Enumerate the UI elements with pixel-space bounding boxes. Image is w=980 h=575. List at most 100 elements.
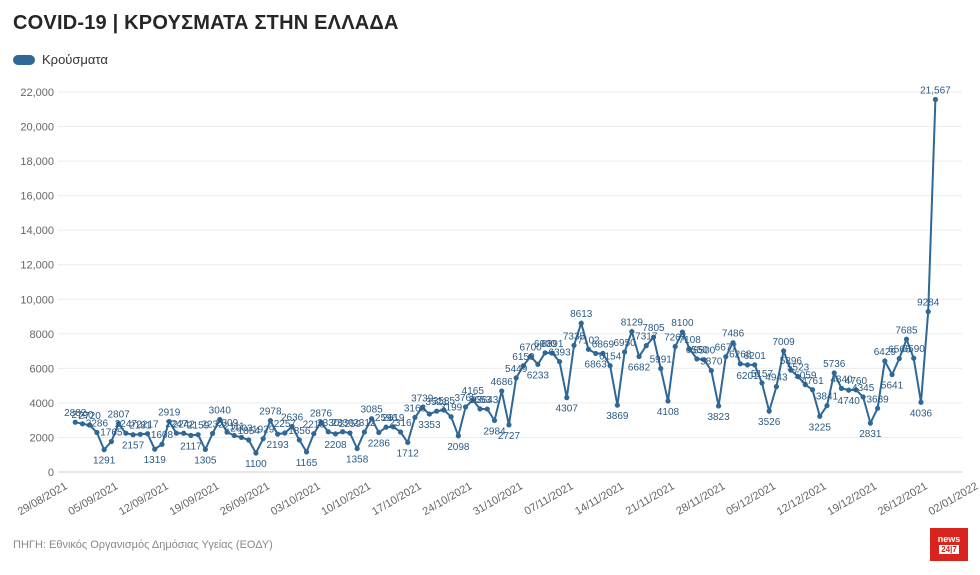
- data-point[interactable]: [556, 358, 563, 365]
- data-point[interactable]: [773, 384, 780, 390]
- data-point[interactable]: [455, 433, 461, 439]
- data-point[interactable]: [593, 350, 599, 357]
- data-point[interactable]: [932, 96, 939, 103]
- data-point[interactable]: [405, 439, 411, 446]
- data-point[interactable]: [759, 380, 765, 386]
- data-point[interactable]: [426, 411, 433, 417]
- data-point[interactable]: [361, 429, 367, 435]
- data-point[interactable]: [744, 362, 751, 368]
- data-point[interactable]: [882, 358, 888, 364]
- data-point[interactable]: [802, 382, 808, 388]
- data-point[interactable]: [708, 368, 714, 374]
- data-point[interactable]: [347, 430, 353, 436]
- data-point[interactable]: [491, 417, 498, 424]
- data-point[interactable]: [195, 432, 201, 438]
- data-point[interactable]: [650, 334, 657, 340]
- data-point[interactable]: [152, 446, 158, 452]
- brand-logo[interactable]: news 24|7: [930, 528, 968, 561]
- data-point[interactable]: [817, 413, 823, 419]
- data-point[interactable]: [434, 408, 440, 414]
- data-point[interactable]: [130, 432, 136, 438]
- data-point[interactable]: [116, 420, 122, 427]
- data-point[interactable]: [723, 354, 729, 360]
- data-point[interactable]: [766, 408, 772, 414]
- data-point[interactable]: [896, 355, 902, 362]
- data-point[interactable]: [687, 346, 693, 352]
- data-point[interactable]: [788, 367, 794, 373]
- data-point[interactable]: [903, 336, 910, 342]
- data-point[interactable]: [629, 328, 635, 335]
- data-point[interactable]: [253, 450, 259, 456]
- data-point[interactable]: [332, 431, 339, 437]
- data-point[interactable]: [585, 346, 592, 352]
- data-point[interactable]: [260, 436, 266, 442]
- data-point[interactable]: [542, 350, 548, 356]
- data-point[interactable]: [166, 418, 172, 425]
- data-point[interactable]: [752, 362, 758, 368]
- data-point[interactable]: [181, 430, 187, 436]
- data-point[interactable]: [419, 404, 425, 411]
- data-point[interactable]: [513, 375, 519, 381]
- legend[interactable]: Κρούσματα: [13, 52, 108, 67]
- data-point[interactable]: [412, 414, 418, 420]
- data-point[interactable]: [911, 355, 917, 361]
- data-point[interactable]: [159, 441, 165, 447]
- data-point[interactable]: [622, 349, 628, 355]
- data-point[interactable]: [369, 416, 375, 422]
- data-point[interactable]: [484, 406, 490, 412]
- data-point[interactable]: [318, 419, 324, 425]
- data-point[interactable]: [87, 422, 93, 428]
- data-point[interactable]: [694, 356, 700, 362]
- data-point[interactable]: [72, 419, 78, 425]
- data-point[interactable]: [643, 343, 649, 349]
- data-point[interactable]: [838, 385, 845, 391]
- data-point[interactable]: [701, 357, 707, 363]
- data-point[interactable]: [679, 329, 686, 335]
- data-point[interactable]: [390, 424, 396, 430]
- data-point[interactable]: [715, 403, 722, 409]
- data-point[interactable]: [275, 431, 281, 437]
- data-point[interactable]: [925, 309, 931, 315]
- data-point[interactable]: [889, 371, 895, 378]
- data-point[interactable]: [535, 361, 541, 367]
- data-point[interactable]: [354, 445, 360, 452]
- data-point[interactable]: [506, 422, 512, 428]
- data-point[interactable]: [441, 407, 447, 413]
- data-point[interactable]: [571, 342, 577, 348]
- data-point[interactable]: [246, 437, 252, 443]
- data-point[interactable]: [325, 429, 331, 435]
- data-point[interactable]: [224, 429, 230, 435]
- data-point[interactable]: [564, 395, 570, 401]
- data-point[interactable]: [867, 420, 873, 426]
- data-point[interactable]: [202, 446, 208, 453]
- data-point[interactable]: [875, 405, 881, 411]
- data-point[interactable]: [809, 387, 816, 393]
- data-point[interactable]: [614, 402, 620, 408]
- data-point[interactable]: [101, 447, 107, 453]
- data-point[interactable]: [824, 403, 830, 409]
- data-point[interactable]: [578, 320, 584, 326]
- data-point[interactable]: [340, 429, 346, 435]
- data-point[interactable]: [217, 416, 223, 423]
- data-point[interactable]: [267, 417, 273, 424]
- data-point[interactable]: [470, 397, 476, 403]
- data-point[interactable]: [448, 414, 454, 420]
- data-point[interactable]: [658, 365, 664, 372]
- data-point[interactable]: [499, 388, 505, 394]
- data-point[interactable]: [853, 387, 859, 393]
- data-point[interactable]: [282, 430, 288, 436]
- data-point[interactable]: [528, 353, 534, 359]
- data-point[interactable]: [846, 387, 852, 393]
- data-point[interactable]: [781, 348, 787, 354]
- data-point[interactable]: [831, 370, 837, 376]
- data-point[interactable]: [137, 431, 143, 437]
- data-point[interactable]: [600, 350, 606, 356]
- data-point[interactable]: [94, 429, 100, 436]
- data-point[interactable]: [238, 434, 245, 441]
- data-point[interactable]: [860, 394, 866, 400]
- data-point[interactable]: [549, 350, 555, 356]
- data-point[interactable]: [188, 432, 194, 439]
- data-point[interactable]: [672, 343, 678, 350]
- data-point[interactable]: [173, 430, 180, 436]
- data-point[interactable]: [296, 437, 302, 443]
